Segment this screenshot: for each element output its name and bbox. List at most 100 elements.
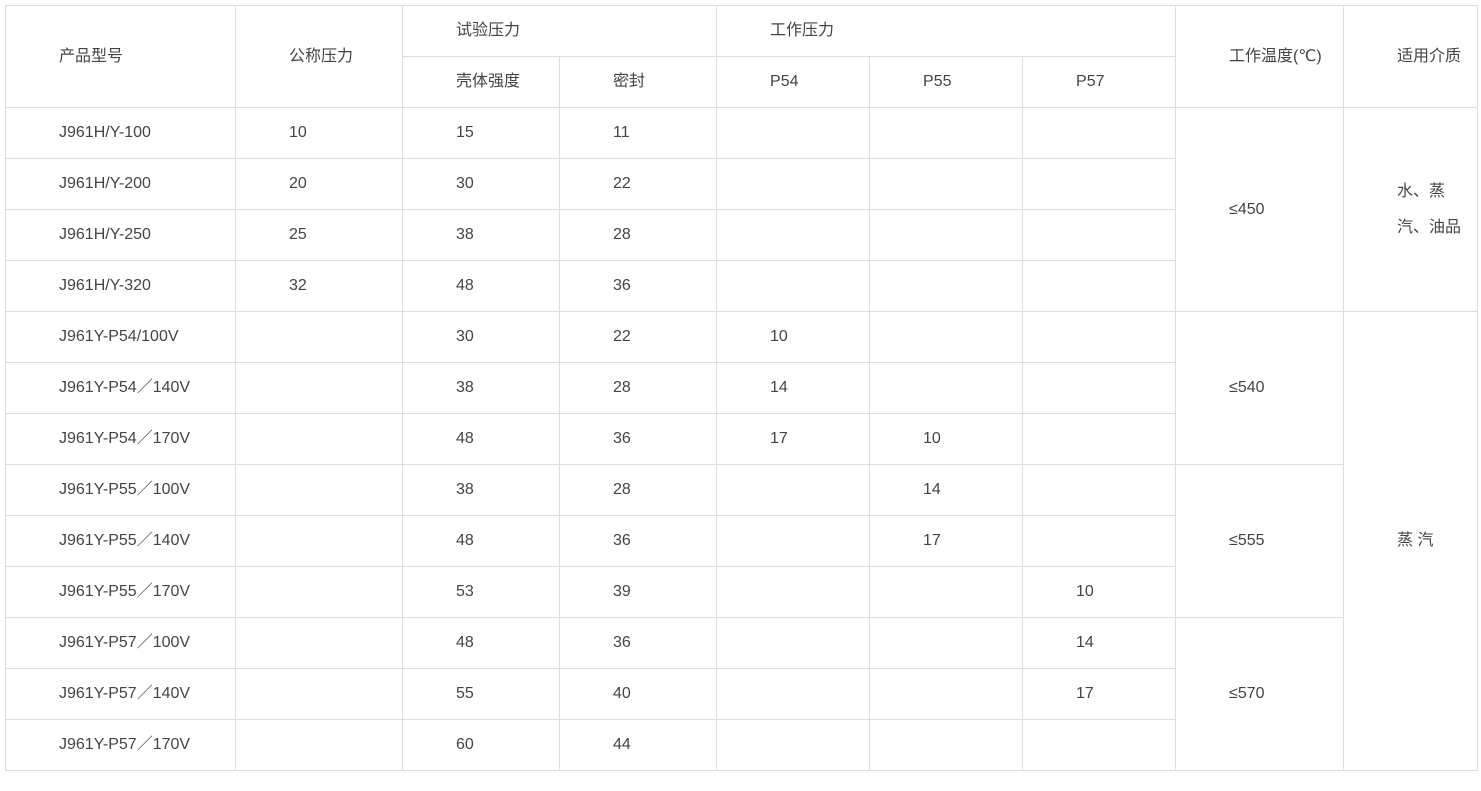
cell-model: J961Y-P55／170V <box>5 566 236 618</box>
cell-model: J961Y-P54/100V <box>5 311 236 363</box>
table-row: J961Y-P54／170V 48 36 17 10 <box>5 413 1478 465</box>
cell-p57: 14 <box>1022 617 1177 669</box>
cell-seal: 44 <box>558 719 718 771</box>
cell-p55: 17 <box>869 515 1024 567</box>
cell-p55 <box>869 566 1024 618</box>
cell-shell: 55 <box>402 668 560 720</box>
cell-p54 <box>716 107 871 159</box>
cell-p55 <box>869 158 1024 210</box>
cell-shell: 38 <box>402 362 560 414</box>
cell-p55 <box>869 617 1024 669</box>
cell-p54 <box>716 617 871 669</box>
cell-p54: 17 <box>716 413 871 465</box>
cell-shell: 48 <box>402 515 560 567</box>
cell-seal: 11 <box>558 107 718 159</box>
header-seal: 密封 <box>558 56 718 108</box>
cell-shell: 48 <box>402 413 560 465</box>
cell-nominal <box>235 668 403 720</box>
table-body: J961H/Y-100 10 15 11 ≤450 水、蒸汽、油品 J961H/Y-200 2… <box>5 107 1479 771</box>
cell-seal: 39 <box>558 566 718 618</box>
header-test-pressure: 试验压力 <box>401 5 718 57</box>
table-row: J961Y-P54／140V 38 28 14 <box>5 362 1478 414</box>
cell-model: J961Y-P57／170V <box>5 719 236 771</box>
cell-seal: 28 <box>558 362 718 414</box>
cell-nominal: 25 <box>235 209 403 261</box>
cell-model: J961H/Y-250 <box>5 209 236 261</box>
cell-p57: 17 <box>1022 668 1177 720</box>
cell-p55 <box>869 311 1024 363</box>
cell-p54 <box>716 668 871 720</box>
cell-working-temp: ≤540 <box>1175 311 1345 465</box>
cell-seal: 36 <box>558 515 718 567</box>
cell-p55 <box>869 260 1024 312</box>
cell-p55 <box>869 107 1024 159</box>
cell-p54 <box>716 260 871 312</box>
cell-shell: 48 <box>402 617 560 669</box>
cell-shell: 38 <box>402 464 560 516</box>
cell-model: J961H/Y-200 <box>5 158 236 210</box>
cell-seal: 40 <box>558 668 718 720</box>
cell-p54: 14 <box>716 362 871 414</box>
cell-nominal <box>235 515 403 567</box>
cell-nominal <box>235 617 403 669</box>
cell-p57 <box>1022 107 1177 159</box>
cell-model: J961Y-P55／100V <box>5 464 236 516</box>
cell-model: J961Y-P55／140V <box>5 515 236 567</box>
cell-model: J961Y-P57／140V <box>5 668 236 720</box>
cell-shell: 15 <box>402 107 560 159</box>
cell-seal: 28 <box>558 209 718 261</box>
table-row: J961H/Y-200 20 30 22 <box>5 158 1478 210</box>
header-p54: P54 <box>716 56 871 108</box>
cell-nominal <box>235 719 403 771</box>
cell-seal: 36 <box>558 617 718 669</box>
header-shell-strength: 壳体强度 <box>402 56 560 108</box>
cell-p57 <box>1022 260 1177 312</box>
cell-nominal <box>235 413 403 465</box>
cell-model: J961Y-P57／100V <box>5 617 236 669</box>
cell-shell: 60 <box>402 719 560 771</box>
cell-shell: 30 <box>402 311 560 363</box>
header-model: 产品型号 <box>5 5 236 108</box>
table-row: J961Y-P57／170V 60 44 <box>5 719 1478 771</box>
header-working-pressure: 工作压力 <box>716 5 1177 57</box>
cell-seal: 28 <box>558 464 718 516</box>
cell-medium: 蒸 汽 <box>1343 311 1479 771</box>
cell-p57 <box>1022 515 1177 567</box>
table-row: J961Y-P57／100V 48 36 14 ≤570 <box>5 617 1478 771</box>
cell-p55 <box>869 719 1024 771</box>
cell-nominal <box>235 311 403 363</box>
table-row: J961Y-P54/100V 30 22 10 ≤540 蒸 汽 <box>5 311 1479 771</box>
cell-p54: 10 <box>716 311 871 363</box>
cell-model: J961H/Y-320 <box>5 260 236 312</box>
cell-p57 <box>1022 362 1177 414</box>
table-row: J961H/Y-100 10 15 11 ≤450 水、蒸汽、油品 <box>5 107 1479 312</box>
table-row: J961Y-P55／100V 38 28 14 ≤555 <box>5 464 1478 618</box>
cell-p55 <box>869 209 1024 261</box>
cell-p57 <box>1022 413 1177 465</box>
cell-nominal <box>235 464 403 516</box>
cell-p57 <box>1022 209 1177 261</box>
cell-seal: 22 <box>558 311 718 363</box>
cell-shell: 53 <box>402 566 560 618</box>
header-nominal-pressure: 公称压力 <box>235 5 403 108</box>
cell-p55: 10 <box>869 413 1024 465</box>
table-row: J961Y-P55／140V 48 36 17 <box>5 515 1478 567</box>
cell-p54 <box>716 515 871 567</box>
cell-p54 <box>716 566 871 618</box>
cell-seal: 22 <box>558 158 718 210</box>
header-p55: P55 <box>869 56 1024 108</box>
cell-p54 <box>716 719 871 771</box>
cell-nominal: 20 <box>235 158 403 210</box>
cell-working-temp: ≤555 <box>1175 464 1345 618</box>
cell-p54 <box>716 209 871 261</box>
cell-p57 <box>1022 719 1177 771</box>
cell-shell: 48 <box>402 260 560 312</box>
cell-model: J961Y-P54／170V <box>5 413 236 465</box>
cell-medium: 水、蒸汽、油品 <box>1343 107 1479 312</box>
cell-model: J961H/Y-100 <box>5 107 236 159</box>
cell-working-temp: ≤450 <box>1175 107 1345 312</box>
cell-p57 <box>1022 311 1177 363</box>
cell-shell: 30 <box>402 158 560 210</box>
cell-nominal <box>235 566 403 618</box>
cell-nominal: 32 <box>235 260 403 312</box>
